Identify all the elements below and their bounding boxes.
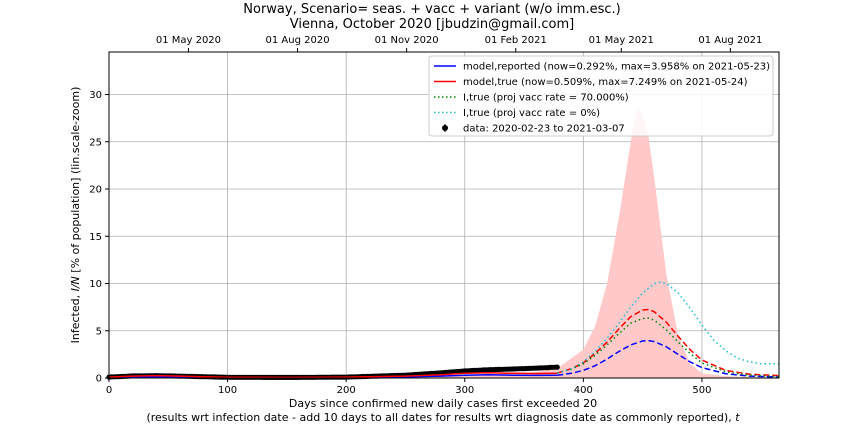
plot-frame [108, 51, 780, 379]
legend-box [428, 55, 774, 137]
legend-marker [442, 125, 448, 131]
x-axis-sublabel-variable: t [735, 411, 740, 424]
chart-title: Norway, Scenario= seas. + vacc + variant… [243, 2, 621, 17]
y-axis-label-text: [% of population] (lin.scale-zoom) [69, 87, 82, 277]
x-tick-label: 300 [455, 385, 474, 396]
y-tick-label: 20 [89, 185, 102, 196]
legend-label: model,reported (now=0.292%, max=3.958% o… [463, 62, 770, 73]
x-tick-label: 500 [692, 385, 711, 396]
x-tick-label: 400 [574, 385, 593, 396]
y-tick-label: 25 [89, 137, 102, 148]
series-line-solid [108, 372, 558, 379]
x-axis-sublabel-text: (results wrt infection date - add 10 day… [146, 411, 735, 424]
y-tick-label: 5 [96, 326, 102, 337]
x-axis-sublabel: (results wrt infection date - add 10 day… [146, 411, 740, 424]
uncertainty-band-layer [109, 108, 779, 378]
top-axis-date-label: 01 May 2021 [589, 35, 654, 46]
legend-label: I,true (proj vacc rate = 70.000%) [463, 93, 629, 104]
y-axis-label-variable: I/N [69, 276, 82, 291]
y-tick-label: 10 [89, 279, 102, 290]
top-axis-date-label: 01 Aug 2020 [266, 35, 330, 46]
series-line-dotted [556, 281, 779, 374]
legend-label: model,true (now=0.509%, max=7.249% on 20… [463, 77, 748, 88]
chart-subtitle: Vienna, October 2020 [jbudzin@gmail.com] [289, 17, 575, 32]
top-axis-date-label: 01 Aug 2021 [698, 35, 762, 46]
top-axis-date-label: 01 Feb 2021 [485, 35, 547, 46]
series-line-dotted [556, 317, 780, 378]
y-tick-label: 0 [96, 374, 102, 385]
y-tick-label: 30 [89, 90, 102, 101]
top-axis-date-label: 01 Nov 2020 [375, 35, 439, 46]
x-tick-label: 200 [337, 385, 356, 396]
legend: model,reported (now=0.292%, max=3.958% o… [428, 55, 774, 137]
x-tick-label: 100 [218, 385, 237, 396]
legend-label: I,true (proj vacc rate = 0%) [463, 108, 600, 119]
data-point [554, 364, 560, 370]
series-line-dashed [556, 308, 780, 377]
axes: 0 100 200 300 400 500 0 5 10 15 20 25 30 01 May 2020 0… [89, 35, 762, 396]
y-tick-label: 15 [89, 232, 102, 243]
series-line-dashed [557, 339, 780, 378]
x-axis-label: Days since confirmed new daily cases fir… [289, 397, 597, 410]
uncertainty-band [109, 108, 779, 378]
top-axis-date-label: 01 May 2020 [156, 35, 221, 46]
legend-label: data: 2020-02-23 to 2021-03-07 [463, 124, 625, 135]
y-axis-label-text: Infected, [69, 291, 82, 343]
x-tick-label: 0 [106, 385, 112, 396]
y-axis-label: Infected, I/N [% of population] (lin.sca… [69, 87, 82, 344]
